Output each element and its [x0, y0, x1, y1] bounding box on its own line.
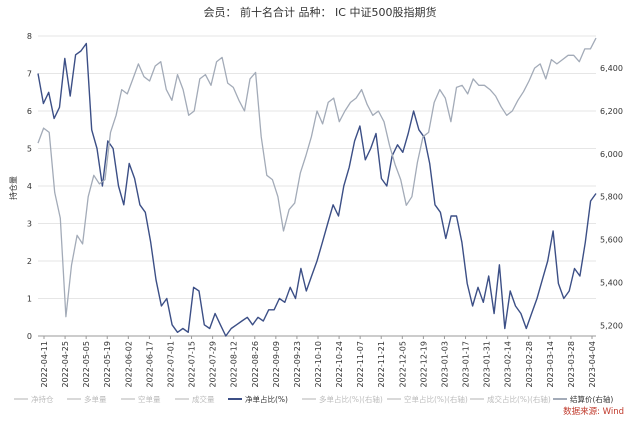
y-left-tick-label: 6	[27, 107, 32, 116]
legend[interactable]: 净持仓 多单量 空单量 成交量 净单占比(%) 多单占比(%)(右轴) 空单占比(%)(右轴…	[14, 394, 613, 404]
y-left-tick-label: 8	[27, 32, 32, 41]
x-tick-label: 2023-02-28	[525, 341, 534, 388]
y-right-tick-label: 6,200	[600, 107, 623, 116]
x-tick-label: 2022-06-02	[124, 341, 133, 388]
x-tick-label: 2022-04-25	[61, 341, 70, 388]
x-tick-label: 2023-04-04	[588, 341, 597, 388]
legend-label: 多单占比(%)(右轴)	[319, 394, 383, 404]
y-left-tick-label: 2	[27, 257, 32, 266]
legend-label: 成交占比(%)(右轴)	[487, 394, 551, 404]
legend-item[interactable]: 空单量	[121, 394, 161, 404]
y-left-tick-label: 1	[27, 295, 32, 304]
y-axis-left: 0 1 2 3 4 5 6 7 8	[27, 32, 32, 341]
x-tick-label: 2022-09-09	[272, 341, 281, 388]
data-source: 数据来源: Wind	[563, 406, 624, 417]
y-left-tick-label: 5	[27, 145, 32, 154]
y-left-tick-label: 4	[27, 182, 32, 191]
legend-item[interactable]: 净单占比(%)	[228, 394, 288, 404]
x-tick-label: 2022-07-01	[166, 341, 175, 388]
y-right-tick-label: 6,400	[600, 64, 623, 73]
x-tick-label: 2022-08-26	[251, 341, 260, 388]
x-tick-label: 2022-10-10	[314, 341, 323, 388]
y-axis-right: 5,200 5,400 5,600 5,800 6,000 6,200 6,400	[600, 64, 623, 330]
x-tick-label: 2022-06-17	[145, 341, 154, 388]
x-tick-label: 2022-12-05	[398, 341, 407, 388]
x-tick-label: 2022-04-11	[40, 341, 49, 388]
chart-title: 会员： 前十名合计 品种： IC 中证500股指期货	[204, 5, 437, 19]
x-tick-label: 2022-12-19	[419, 341, 428, 388]
series-net-ratio-line	[37, 42, 597, 337]
x-tick-label: 2023-03-28	[567, 341, 576, 388]
legend-item[interactable]: 成交量	[175, 394, 215, 404]
y-left-tick-label: 0	[27, 332, 32, 341]
x-tick-label: 2022-05-05	[82, 341, 91, 388]
y-left-tick-label: 3	[27, 220, 32, 229]
legend-item[interactable]: 净持仓	[14, 394, 54, 404]
x-axis: 2022-04-11 2022-04-25 2022-05-05 2022-05-19…	[40, 336, 597, 388]
legend-item[interactable]: 多单量	[67, 394, 107, 404]
legend-label: 成交量	[192, 394, 215, 404]
legend-label: 结算价(右轴)	[570, 394, 613, 404]
legend-item[interactable]: 结算价(右轴)	[553, 394, 613, 404]
series-layer	[37, 37, 597, 337]
x-tick-label: 2023-03-14	[546, 341, 555, 388]
legend-item[interactable]: 空单占比(%)(右轴)	[387, 394, 468, 404]
x-tick-label: 2022-07-29	[209, 341, 218, 388]
x-tick-label: 2022-05-19	[103, 341, 112, 388]
y-right-tick-label: 5,600	[600, 236, 623, 245]
x-tick-label: 2023-02-14	[504, 341, 513, 388]
x-tick-label: 2023-01-03	[440, 341, 449, 388]
y-right-tick-label: 5,800	[600, 193, 623, 202]
legend-item[interactable]: 成交占比(%)(右轴)	[470, 394, 551, 404]
x-tick-label: 2022-10-24	[335, 341, 344, 388]
legend-label: 空单量	[138, 394, 161, 404]
x-tick-label: 2022-09-23	[293, 341, 302, 388]
x-tick-label: 2022-11-21	[377, 341, 386, 388]
legend-item[interactable]: 多单占比(%)(右轴)	[302, 394, 383, 404]
x-tick-label: 2022-08-12	[230, 341, 239, 388]
y-right-tick-label: 5,200	[600, 321, 623, 330]
legend-label: 净单占比(%)	[245, 394, 288, 404]
y-axis-left-label: 持仓量	[8, 176, 18, 200]
series-settlement-price-line	[37, 37, 597, 318]
x-tick-label: 2022-07-15	[188, 341, 197, 388]
legend-label: 净持仓	[31, 394, 54, 404]
y-right-tick-label: 5,400	[600, 278, 623, 287]
legend-label: 空单占比(%)(右轴)	[404, 394, 468, 404]
x-tick-label: 2023-01-31	[483, 341, 492, 388]
y-right-tick-label: 6,000	[600, 150, 623, 159]
grid	[38, 35, 596, 337]
legend-label: 多单量	[84, 394, 107, 404]
x-tick-label: 2022-11-07	[356, 341, 365, 388]
y-left-tick-label: 7	[27, 70, 32, 79]
x-tick-label: 2023-01-17	[462, 341, 471, 388]
